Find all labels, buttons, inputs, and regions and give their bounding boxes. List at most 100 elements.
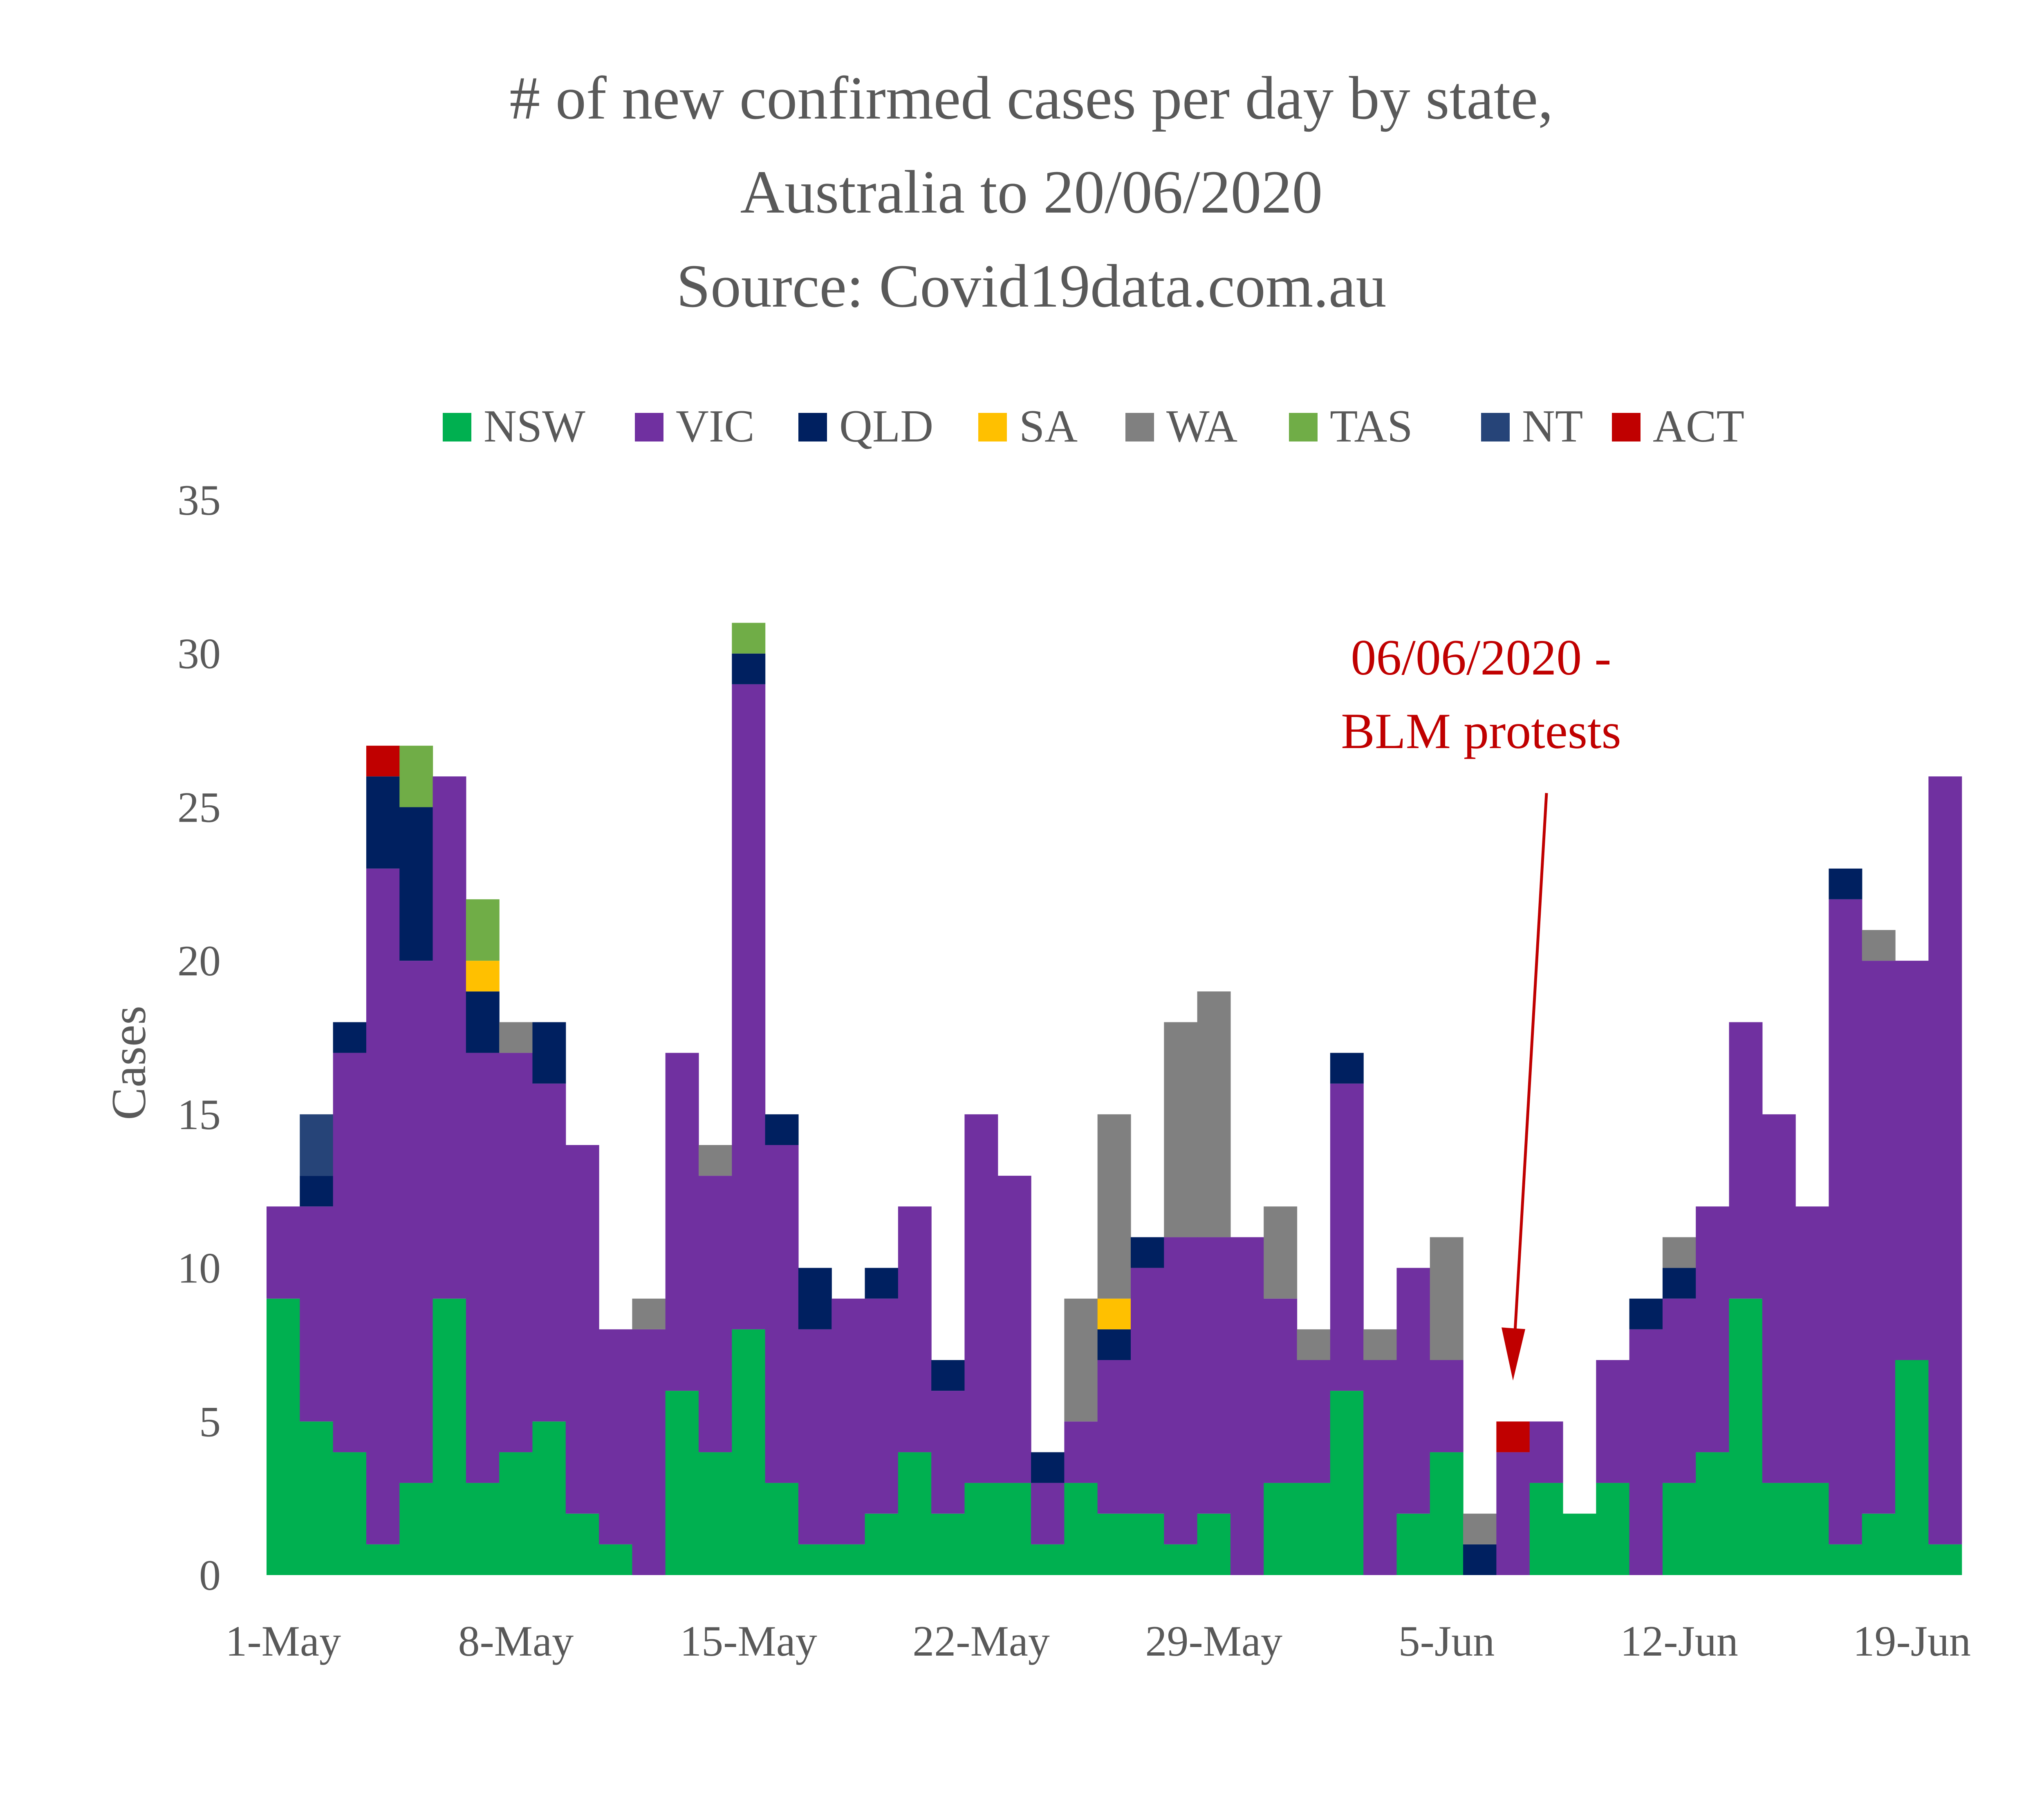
annotation-arrow-line bbox=[1513, 793, 1548, 1332]
bar-segment-nsw bbox=[1297, 1483, 1331, 1575]
x-tick-label: 1-May bbox=[225, 1617, 341, 1665]
legend-label-act: ACT bbox=[1653, 401, 1744, 452]
bar-segment-nsw bbox=[1396, 1513, 1430, 1575]
bar-segment-wa bbox=[1197, 991, 1231, 1237]
bar-segment-vic bbox=[366, 868, 400, 1544]
legend: NSW VIC QLD SA WA TAS NT ACT bbox=[443, 401, 1744, 452]
bar-segment-nsw bbox=[1928, 1544, 1962, 1575]
legend-swatch-qld bbox=[798, 413, 827, 441]
bar-segment-nsw bbox=[1031, 1544, 1065, 1575]
bar-segment-nsw bbox=[1862, 1513, 1896, 1575]
x-tick-label: 5-Jun bbox=[1399, 1617, 1495, 1665]
bar-segment-nsw bbox=[699, 1452, 732, 1575]
bar-segment-vic bbox=[333, 1053, 367, 1452]
legend-swatch-sa bbox=[978, 413, 1007, 441]
bar-segment-vic bbox=[565, 1145, 599, 1514]
bar-segment-nsw bbox=[1164, 1544, 1198, 1575]
bar-segment-vic bbox=[632, 1329, 666, 1575]
bar-segment-nsw bbox=[765, 1483, 799, 1575]
x-tick-label: 19-Jun bbox=[1853, 1617, 1971, 1665]
bar-segment-vic bbox=[765, 1145, 799, 1483]
bar-segment-vic bbox=[1097, 1360, 1131, 1514]
bar-segment-nsw bbox=[1729, 1298, 1763, 1575]
bar-segment-qld bbox=[732, 653, 766, 684]
bar-segment-nsw bbox=[1563, 1513, 1596, 1575]
x-axis: 1-May 8-May 15-May 22-May 29-May 5-Jun 12-Jun 1… bbox=[225, 1617, 1971, 1665]
bar-segment-nsw bbox=[1696, 1452, 1730, 1575]
bar-segment-vic bbox=[1895, 961, 1929, 1360]
x-tick-label: 15-May bbox=[680, 1617, 817, 1665]
bar-segment-qld bbox=[1031, 1452, 1065, 1483]
legend-swatch-vic bbox=[635, 413, 663, 441]
bar-segment-nsw bbox=[1064, 1483, 1098, 1575]
bar-segment-tas bbox=[399, 746, 433, 807]
bar-segment-nsw bbox=[599, 1544, 632, 1575]
bar-segment-vic bbox=[1131, 1268, 1164, 1514]
bar-segment-sa bbox=[466, 961, 500, 992]
annotation-line-1: 06/06/2020 - bbox=[1351, 630, 1611, 686]
y-tick-label: 20 bbox=[177, 937, 221, 985]
bar-segment-qld bbox=[1829, 868, 1862, 899]
y-tick-label: 25 bbox=[177, 783, 221, 831]
legend-swatch-tas bbox=[1289, 413, 1318, 441]
bar-segment-wa bbox=[1363, 1329, 1397, 1360]
bar-segment-sa bbox=[1097, 1298, 1131, 1329]
bar-segment-qld bbox=[366, 776, 400, 869]
bar-segment-nsw bbox=[798, 1544, 832, 1575]
bar-segment-wa bbox=[1164, 1022, 1198, 1237]
bar-segment-wa bbox=[1862, 930, 1896, 961]
bar-segment-wa bbox=[1097, 1114, 1131, 1299]
bar-segment-nsw bbox=[1097, 1513, 1131, 1575]
bar-segment-nsw bbox=[399, 1483, 433, 1575]
bar-segment-vic bbox=[499, 1053, 533, 1452]
annotation: 06/06/2020 - BLM protests bbox=[1341, 630, 1621, 1381]
x-tick-label: 29-May bbox=[1145, 1617, 1282, 1665]
bar-segment-qld bbox=[1463, 1544, 1497, 1575]
y-axis-title: Cases bbox=[101, 1006, 156, 1120]
bar-segment-vic bbox=[865, 1298, 899, 1514]
chart-title-line-2: Australia to 20/06/2020 bbox=[740, 158, 1323, 226]
bar-segment-vic bbox=[1164, 1237, 1198, 1544]
bar-segment-nsw bbox=[466, 1483, 500, 1575]
bar-segment-vic bbox=[1596, 1360, 1630, 1483]
bar-segment-vic bbox=[997, 1176, 1031, 1483]
bar-segment-qld bbox=[1629, 1298, 1663, 1329]
bar-segment-wa bbox=[632, 1298, 666, 1329]
bar-segment-nt bbox=[300, 1114, 334, 1176]
legend-label-wa: WA bbox=[1166, 401, 1237, 452]
bar-segment-nsw bbox=[1596, 1483, 1630, 1575]
bar-segment-nsw bbox=[1829, 1544, 1862, 1575]
bar-segment-qld bbox=[532, 1022, 566, 1084]
bar-segment-vic bbox=[267, 1206, 300, 1299]
bar-segment-nsw bbox=[499, 1452, 533, 1575]
bar-segment-act bbox=[1496, 1421, 1530, 1452]
bar-segment-nsw bbox=[333, 1452, 367, 1575]
bar-segment-nsw bbox=[1662, 1483, 1696, 1575]
bar-segment-nsw bbox=[1762, 1483, 1796, 1575]
bar-segment-vic bbox=[1031, 1483, 1065, 1544]
bar-segment-qld bbox=[300, 1176, 334, 1207]
legend-label-tas: TAS bbox=[1330, 401, 1413, 452]
bar-segment-nsw bbox=[267, 1298, 300, 1575]
bar-segment-nsw bbox=[1895, 1360, 1929, 1575]
legend-swatch-act bbox=[1612, 413, 1641, 441]
bar-segment-wa bbox=[1662, 1237, 1696, 1268]
bar-segment-vic bbox=[1795, 1206, 1829, 1483]
bar-segment-nsw bbox=[532, 1421, 566, 1575]
bar-segment-vic bbox=[1629, 1329, 1663, 1575]
bar-segment-tas bbox=[732, 623, 766, 654]
bar-segment-vic bbox=[732, 684, 766, 1329]
bar-segment-vic bbox=[1696, 1206, 1730, 1452]
bar-segment-nsw bbox=[1197, 1513, 1231, 1575]
bar-segment-wa bbox=[1264, 1206, 1298, 1299]
bar-segment-act bbox=[366, 746, 400, 777]
bar-segment-qld bbox=[798, 1268, 832, 1329]
bar-segment-vic bbox=[466, 1053, 500, 1483]
bar-segment-vic bbox=[831, 1298, 865, 1544]
bar-segment-nsw bbox=[1430, 1452, 1464, 1575]
bar-segment-vic bbox=[898, 1206, 932, 1452]
y-tick-label: 0 bbox=[199, 1551, 221, 1599]
bar-segment-vic bbox=[1496, 1452, 1530, 1575]
bar-segment-vic bbox=[798, 1329, 832, 1544]
bar-segment-vic bbox=[665, 1053, 699, 1391]
